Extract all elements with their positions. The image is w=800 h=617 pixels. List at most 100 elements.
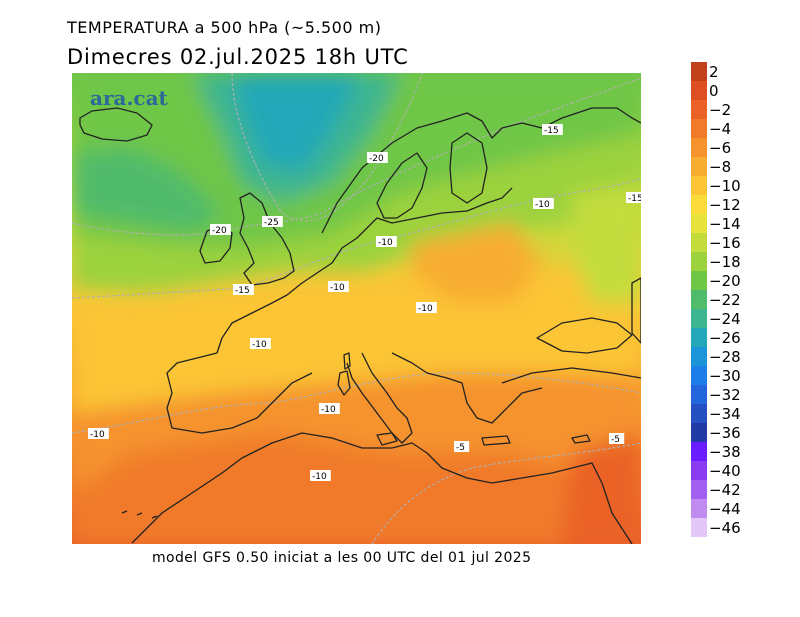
legend-label: −16 [709, 234, 741, 252]
legend-label: −44 [709, 500, 741, 518]
legend-swatch [691, 328, 707, 347]
svg-text:-10: -10 [378, 238, 393, 248]
svg-text:-10: -10 [321, 405, 336, 415]
legend-swatch [691, 214, 707, 233]
contour-label: -10 [376, 236, 397, 248]
legend-swatch [691, 290, 707, 309]
legend-swatch [691, 195, 707, 214]
great-britain [239, 192, 295, 286]
svg-text:-10: -10 [90, 430, 105, 440]
legend-label: 0 [709, 82, 719, 100]
chart-title: TEMPERATURA a 500 hPa (~5.500 m) [67, 18, 382, 37]
legend-swatch [691, 252, 707, 271]
contour-label: -10 [319, 403, 340, 415]
france-atlantic [216, 302, 273, 354]
contour-label: -5 [454, 441, 470, 453]
ara-cat-logo: ara.cat [90, 86, 169, 110]
cyprus [571, 434, 591, 444]
legend-label: −12 [709, 196, 741, 214]
contour-label: -5 [609, 433, 625, 445]
color-scale-legend: 2 0 −2 −4 −6 −8 −10 −12 −14 −16 −18 −20 −22 −24 −26 −28… [691, 62, 771, 556]
legend-swatch [691, 138, 707, 157]
legend-swatch [691, 480, 707, 499]
contour-label: -15 [233, 284, 254, 296]
legend-label: −30 [709, 367, 741, 385]
contour-label: -25 [262, 216, 283, 228]
contour-labels: -25 -20 -20 -15 -15 -15 -10 -10 -10 -10 -10 -10 -10 -… [88, 124, 641, 482]
legend-swatch [691, 442, 707, 461]
temperature-map: -25 -20 -20 -15 -15 -15 -10 -10 -10 -10 -10 -10 -10 -… [72, 73, 641, 544]
contour-label: -10 [310, 470, 331, 482]
svg-text:-25: -25 [264, 218, 279, 228]
legend-swatch [691, 176, 707, 195]
forecast-datetime: Dimecres 02.jul.2025 18h UTC [67, 45, 409, 69]
contour-label: -10 [416, 302, 437, 314]
legend-swatch [691, 347, 707, 366]
contour-label: -10 [328, 281, 349, 293]
legend-swatch [691, 385, 707, 404]
svg-text:-15: -15 [628, 194, 641, 204]
svg-text:-15: -15 [544, 126, 559, 136]
legend-swatch [691, 157, 707, 176]
legend-label: −40 [709, 462, 741, 480]
temperature-field [72, 73, 641, 544]
legend-label: −36 [709, 424, 741, 442]
legend-label: −10 [709, 177, 741, 195]
legend-label: −34 [709, 405, 741, 423]
canary-islands [121, 510, 158, 519]
iberia [166, 352, 313, 434]
finland [449, 132, 488, 204]
legend-swatch [691, 423, 707, 442]
legend-label: −28 [709, 348, 741, 366]
legend-swatch [691, 404, 707, 423]
coastlines [79, 107, 641, 544]
legend-label: −24 [709, 310, 741, 328]
legend-label: −38 [709, 443, 741, 461]
contour-label: -20 [367, 152, 388, 164]
contour-label: -10 [533, 198, 554, 210]
legend-swatch [691, 271, 707, 290]
svg-text:-20: -20 [212, 226, 227, 236]
svg-text:-10: -10 [312, 472, 327, 482]
legend-label: −14 [709, 215, 741, 233]
legend-swatch [691, 309, 707, 328]
sardinia [337, 370, 351, 396]
legend-label: −46 [709, 519, 741, 537]
legend-swatch [691, 366, 707, 385]
scandinavia [321, 107, 641, 234]
contour-label: -15 [542, 124, 563, 136]
svg-text:-20: -20 [369, 154, 384, 164]
legend-label: −32 [709, 386, 741, 404]
legend-label: −26 [709, 329, 741, 347]
crete [481, 435, 511, 446]
corsica [343, 352, 351, 370]
legend-label: −4 [709, 120, 732, 138]
legend-label: −22 [709, 291, 741, 309]
legend-swatch [691, 233, 707, 252]
model-info-footer: model GFS 0.50 iniciat a les 00 UTC del … [152, 550, 532, 566]
contour-label: -15 [626, 192, 641, 204]
legend-label: −8 [709, 158, 732, 176]
legend-swatch [691, 100, 707, 119]
contour-label: -10 [250, 338, 271, 350]
sweden-south [376, 152, 428, 219]
svg-text:-10: -10 [330, 283, 345, 293]
svg-text:-10: -10 [535, 200, 550, 210]
legend-label: −2 [709, 101, 732, 119]
contour-label: -10 [88, 428, 109, 440]
legend-label: −6 [709, 139, 732, 157]
legend-label: 2 [709, 63, 719, 81]
iceland [79, 107, 153, 142]
svg-text:-10: -10 [418, 304, 433, 314]
svg-text:-10: -10 [252, 340, 267, 350]
svg-text:-15: -15 [235, 286, 250, 296]
legend-swatch [691, 499, 707, 518]
legend-swatch [691, 518, 707, 537]
contour-label: -20 [210, 224, 231, 236]
legend-label: −18 [709, 253, 741, 271]
balkans [391, 352, 543, 424]
legend-swatch [691, 62, 707, 81]
africa-north [131, 432, 633, 544]
legend-label: −42 [709, 481, 741, 499]
legend-label: −20 [709, 272, 741, 290]
